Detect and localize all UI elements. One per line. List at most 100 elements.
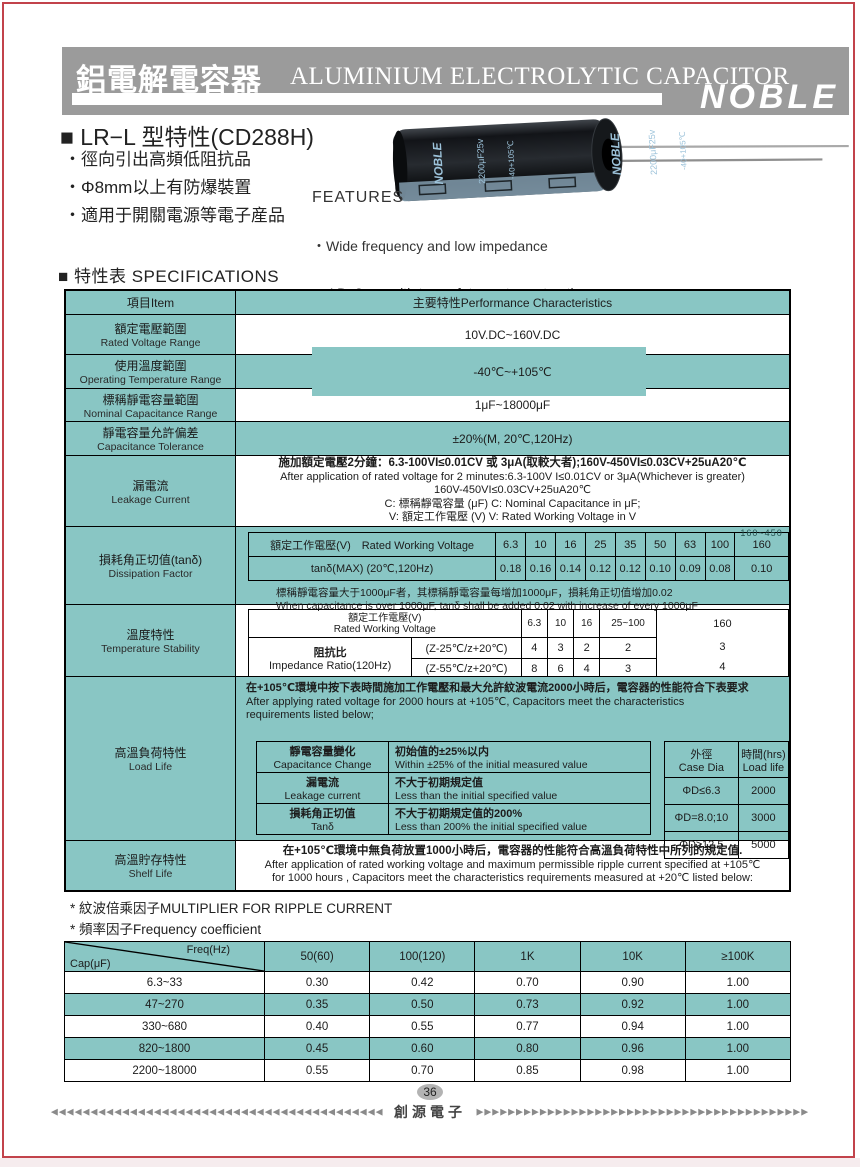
coefficient: 1.00 bbox=[684, 1037, 792, 1060]
capacitor-vent-mark bbox=[484, 179, 513, 192]
load-life-criteria-table: 靜電容量變化 Capacitance Change 初始值的±25%以内 Wit… bbox=[256, 741, 651, 835]
features-title: FEATURES bbox=[312, 189, 405, 206]
df-voltage: 35 bbox=[614, 532, 646, 557]
df-tan-value: 0.14 bbox=[554, 556, 586, 581]
leakage-line: V: 額定工作電壓 (V) V: Rated Working Voltage i… bbox=[388, 511, 637, 524]
series-bullet: ・徑向引出高頻低阻抗品 bbox=[64, 150, 251, 169]
coefficient: 0.55 bbox=[263, 1059, 371, 1082]
diagonal-divider bbox=[65, 942, 264, 971]
row-label-zh: 高溫貯存特性 bbox=[114, 853, 187, 867]
scan-artifact-teal-patch bbox=[312, 347, 646, 396]
df-tan-label: tanδ(MAX) (20℃,120Hz) bbox=[247, 556, 497, 581]
cap-range: 6.3~33 bbox=[64, 971, 265, 994]
row-label-zh: 高溫負荷特性 bbox=[114, 746, 187, 760]
spec-row-shelf-life: 高溫貯存特性 Shelf Life 在+105℃環境中無負荷放置1000小時后，… bbox=[66, 840, 789, 890]
coefficient: 0.45 bbox=[263, 1037, 371, 1060]
shelf-life-line-en: for 1000 hours , Capacitors meet the cha… bbox=[271, 872, 753, 885]
row-label-zh: 漏電流 bbox=[132, 478, 169, 493]
spec-row-rated-voltage: 額定電壓範圍 Rated Voltage Range 10V.DC~160V.D… bbox=[66, 314, 789, 354]
cap-range: 47~270 bbox=[64, 993, 265, 1016]
load-life-hours-table: 外徑 Case Dia 時間(hrs) Load life ΦD≤6.3 200… bbox=[664, 741, 790, 859]
coefficient: 0.96 bbox=[579, 1037, 686, 1060]
freq-row: 2200~18000 0.55 0.70 0.85 0.98 1.00 bbox=[64, 1059, 792, 1082]
df-tan-value: 0.18 bbox=[495, 556, 527, 581]
df-voltage: 16 bbox=[554, 532, 586, 557]
df-tan-value: 0.12 bbox=[614, 556, 646, 581]
coefficient: 0.73 bbox=[474, 993, 581, 1016]
coefficient: 0.30 bbox=[263, 971, 371, 994]
case-dia: ΦD≤6.3 bbox=[664, 777, 739, 805]
case-dia: ΦD=8.0;10 bbox=[664, 804, 739, 832]
df-tan-value-160: 0.10 bbox=[734, 556, 789, 581]
freq-col: 10K bbox=[579, 941, 686, 972]
coefficient: 0.70 bbox=[369, 1059, 476, 1082]
coefficient: 0.42 bbox=[369, 971, 476, 994]
operating-temp-value: -40℃~+105℃ bbox=[473, 364, 552, 379]
row-label-zh: 標稱靜電容量範圍 bbox=[102, 392, 199, 407]
load-life-intro-en: requirements listed below; bbox=[246, 709, 374, 721]
df-voltage: 6.3 bbox=[495, 532, 527, 557]
capacitor-vent-mark bbox=[548, 176, 577, 189]
ts-ratio-value: 2 bbox=[599, 637, 657, 659]
freq-row: 330~680 0.40 0.55 0.77 0.94 1.00 bbox=[64, 1015, 792, 1038]
freq-col: 1K bbox=[474, 941, 581, 972]
df-note-zh: 標稱靜電容量大于1000μF者，其標稱靜電容量每增加1000μF，損耗角正切值增… bbox=[276, 587, 673, 599]
capacitor-print-rating: 2200μF25v bbox=[647, 129, 659, 175]
feature-line: ・Wide frequency and low impedance bbox=[312, 238, 548, 254]
coefficient: 0.50 bbox=[369, 993, 476, 1016]
freq-header-row: Freq(Hz) Cap(μF) 50(60) 100(120) 1K 10K … bbox=[64, 941, 792, 972]
freq-col: 100(120) bbox=[369, 941, 476, 972]
spec-header-perf: 主要特性Performance Characteristics bbox=[236, 291, 789, 314]
row-label-en: Nominal Capacitance Range bbox=[83, 407, 218, 420]
row-label-zh: 靜電容量允許偏差 bbox=[102, 426, 199, 440]
row-label-zh: 額定電壓範圍 bbox=[114, 322, 187, 336]
capacitor-vent-mark bbox=[418, 183, 447, 196]
coefficient: 1.00 bbox=[684, 1059, 792, 1082]
shelf-life-line-en: After application of rated working volta… bbox=[264, 858, 761, 871]
coefficient: 0.70 bbox=[474, 971, 581, 994]
page-edge-tint bbox=[0, 1158, 860, 1167]
frequency-coefficient-table: Freq(Hz) Cap(μF) 50(60) 100(120) 1K 10K … bbox=[64, 941, 792, 1082]
row-label-en: Capacitance Tolerance bbox=[97, 441, 204, 453]
freq-col: 50(60) bbox=[263, 941, 371, 972]
footer-line: ◀◀◀◀◀◀◀◀◀◀◀◀◀◀◀◀◀◀◀◀◀◀◀◀◀◀◀◀◀◀◀◀◀◀◀◀◀◀◀◀… bbox=[0, 1102, 860, 1122]
coefficient: 0.85 bbox=[474, 1059, 581, 1082]
coefficient: 0.55 bbox=[369, 1015, 476, 1038]
ts-ratio-value: 4 bbox=[520, 637, 548, 659]
series-bullet: ・適用于開關電源等電子産品 bbox=[64, 206, 285, 225]
ts-ratio-value: 3 bbox=[599, 658, 657, 679]
row-label-en: Temperature Stability bbox=[101, 643, 200, 655]
row-label-zh: 溫度特性 bbox=[126, 628, 175, 642]
coefficient: 0.35 bbox=[263, 993, 371, 1016]
spec-row-leakage-current: 漏電流 Leakage Current 施加額定電壓2分鐘：6.3-100VI≤… bbox=[66, 455, 789, 526]
ts-voltage-label: 額定工作電壓(V) Rated Working Voltage bbox=[248, 609, 522, 638]
frequency-coefficient-heading: * 頻率因子Frequency coefficient bbox=[70, 922, 262, 937]
ts-ratio-value: 8 bbox=[520, 658, 548, 679]
spec-header-row: 項目Item 主要特性Performance Characteristics bbox=[66, 291, 789, 314]
freq-col: ≥100K bbox=[684, 941, 792, 972]
freq-row: 47~270 0.35 0.50 0.73 0.92 1.00 bbox=[64, 993, 792, 1016]
ts-condition: (Z-55℃/z+20℃) bbox=[411, 658, 522, 679]
load-hours: 3000 bbox=[737, 804, 790, 832]
capacitor-photo: NOBLE 2200μF25v -40+105℃ NOBLE 2200μF25v… bbox=[392, 118, 849, 202]
ts-voltage-160-column: 160 3 4 bbox=[655, 609, 790, 679]
spec-row-operating-temp: 使用溫度範圍 Operating Temperature Range -40℃~… bbox=[66, 347, 789, 396]
series-title: ■ LR−L 型特性(CD288H) bbox=[60, 124, 314, 150]
header-title-zh: 鋁電解電容器 bbox=[76, 64, 262, 97]
capacitor-print-temp: -40+105℃ bbox=[678, 131, 689, 170]
freq-row: 820~1800 0.45 0.60 0.80 0.96 1.00 bbox=[64, 1037, 792, 1060]
capacitor-print-brand: NOBLE bbox=[608, 132, 624, 176]
row-label-en: Shelf Life bbox=[128, 868, 173, 880]
row-label-zh: 使用溫度範圍 bbox=[114, 359, 187, 373]
temperature-stability-table: 額定工作電壓(V) Rated Working Voltage 6.3 10 1… bbox=[247, 609, 790, 679]
tolerance-value: ±20%(M, 20℃,120Hz) bbox=[452, 431, 573, 446]
row-label-en: Operating Temperature Range bbox=[79, 374, 222, 386]
capacitor-print-rating: 2200μF25v bbox=[475, 138, 487, 184]
rated-voltage-value: 10V.DC~160V.DC bbox=[464, 327, 561, 342]
spec-row-load-life: 高溫負荷特性 Load Life 在+105℃環境中按下表時間施加工作電壓和最大… bbox=[66, 676, 790, 859]
spec-row-dissipation-factor: 損耗角正切值(tanδ) Dissipation Factor 額定工作電壓(V… bbox=[66, 526, 789, 612]
load-hours: 2000 bbox=[737, 777, 790, 805]
spec-row-capacitance-tolerance: 靜電容量允許偏差 Capacitance Tolerance ±20%(M, 2… bbox=[66, 421, 789, 455]
series-bullet: ・Φ8mm以上有防爆裝置 bbox=[64, 178, 252, 197]
page-number: 36 bbox=[0, 1083, 860, 1101]
